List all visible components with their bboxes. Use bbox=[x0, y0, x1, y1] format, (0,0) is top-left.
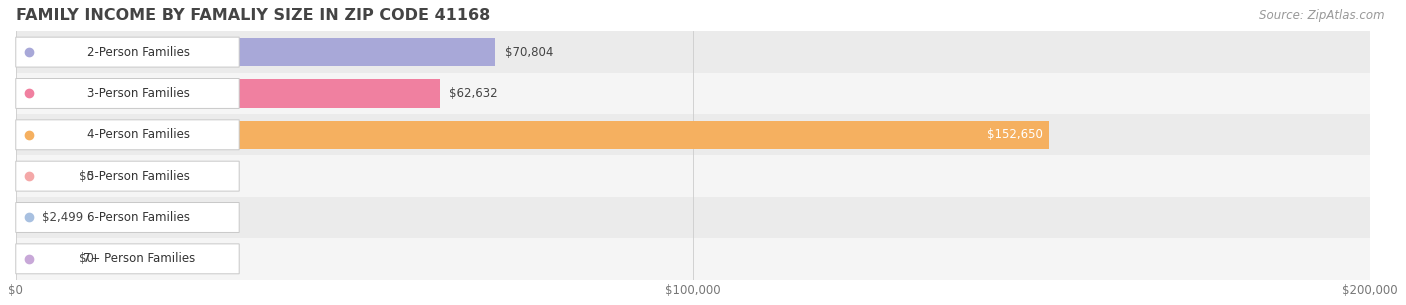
Text: $152,650: $152,650 bbox=[987, 128, 1042, 141]
FancyBboxPatch shape bbox=[15, 73, 1369, 114]
Text: 3-Person Families: 3-Person Families bbox=[87, 87, 190, 100]
Text: 2-Person Families: 2-Person Families bbox=[87, 46, 190, 59]
FancyBboxPatch shape bbox=[15, 120, 239, 150]
Bar bbox=[15, 245, 70, 273]
Bar bbox=[15, 38, 495, 66]
Text: 4-Person Families: 4-Person Families bbox=[87, 128, 190, 141]
Bar bbox=[15, 203, 32, 231]
FancyBboxPatch shape bbox=[15, 31, 1369, 73]
Text: 5-Person Families: 5-Person Families bbox=[87, 170, 190, 183]
FancyBboxPatch shape bbox=[15, 37, 239, 67]
FancyBboxPatch shape bbox=[15, 244, 239, 274]
Text: $70,804: $70,804 bbox=[505, 46, 553, 59]
Text: Source: ZipAtlas.com: Source: ZipAtlas.com bbox=[1260, 9, 1385, 22]
Bar bbox=[15, 121, 1049, 149]
FancyBboxPatch shape bbox=[15, 238, 1369, 279]
Text: $62,632: $62,632 bbox=[450, 87, 498, 100]
FancyBboxPatch shape bbox=[15, 114, 1369, 156]
Text: $2,499: $2,499 bbox=[42, 211, 83, 224]
FancyBboxPatch shape bbox=[15, 161, 239, 191]
FancyBboxPatch shape bbox=[15, 197, 1369, 238]
Bar bbox=[15, 162, 70, 190]
Text: $0: $0 bbox=[79, 252, 94, 265]
FancyBboxPatch shape bbox=[15, 78, 239, 108]
Text: 7+ Person Families: 7+ Person Families bbox=[83, 252, 195, 265]
Text: 6-Person Families: 6-Person Families bbox=[87, 211, 190, 224]
FancyBboxPatch shape bbox=[15, 156, 1369, 197]
Bar bbox=[15, 79, 440, 108]
Text: $0: $0 bbox=[79, 170, 94, 183]
Text: FAMILY INCOME BY FAMALIY SIZE IN ZIP CODE 41168: FAMILY INCOME BY FAMALIY SIZE IN ZIP COD… bbox=[15, 8, 491, 23]
FancyBboxPatch shape bbox=[15, 203, 239, 232]
